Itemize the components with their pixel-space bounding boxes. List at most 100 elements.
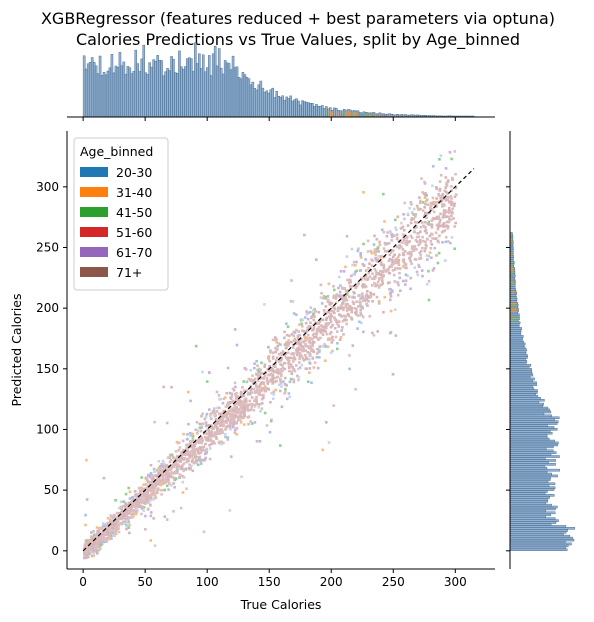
density-cell [342, 314, 346, 318]
density-cell [204, 421, 208, 424]
density-cell [95, 535, 98, 539]
density-cell [234, 415, 238, 419]
density-cell [331, 306, 334, 309]
density-cell [304, 344, 307, 347]
density-cell [327, 315, 331, 318]
density-cell [201, 412, 204, 416]
x-tick-label: 300 [444, 575, 467, 589]
density-cell [211, 435, 214, 438]
density-cell [445, 224, 449, 228]
density-cell [318, 329, 321, 333]
density-cell [110, 534, 114, 538]
marginal-x-histogram [82, 42, 475, 118]
outlier-cell [415, 270, 419, 274]
density-cell [311, 348, 315, 352]
marginal-x-bar [319, 105, 322, 118]
marginal-y-bar [509, 344, 525, 348]
density-cell [304, 321, 308, 325]
density-cell [127, 516, 131, 519]
density-cell [336, 342, 339, 345]
density-cell [198, 458, 201, 462]
density-cell [293, 331, 297, 334]
density-cell [405, 243, 409, 247]
density-cell [138, 500, 142, 504]
density-cell [367, 295, 370, 299]
density-cell [97, 530, 101, 534]
density-cell [255, 399, 258, 402]
density-cell [99, 527, 102, 531]
density-cell [414, 212, 418, 216]
density-cell [109, 527, 112, 531]
density-cell [253, 366, 256, 370]
density-cell [125, 505, 128, 509]
density-cell [424, 225, 427, 229]
density-cell [446, 180, 449, 184]
density-cell [193, 444, 196, 448]
outlier-cell [95, 526, 99, 529]
outlier-cell [291, 300, 295, 303]
density-cell [159, 481, 162, 485]
density-cell [303, 354, 307, 357]
density-cell [442, 223, 445, 226]
density-cell [203, 452, 207, 456]
density-cell [280, 353, 284, 356]
density-cell [127, 520, 131, 524]
marginal-x-bar [114, 65, 118, 118]
density-cell [408, 206, 411, 210]
density-cell [435, 197, 438, 200]
marginal-y-bar [509, 476, 551, 480]
density-cell [242, 423, 246, 426]
density-cell [90, 531, 93, 534]
density-cell [277, 372, 280, 375]
marginal-x-bar-group [410, 115, 413, 117]
density-cell [387, 271, 391, 275]
outlier-cell [187, 422, 190, 426]
density-cell [394, 266, 397, 270]
density-cell [285, 341, 288, 344]
density-cell [133, 503, 137, 507]
density-cell [173, 478, 176, 482]
density-cell [359, 252, 362, 255]
marginal-x-bar [273, 97, 277, 118]
outlier-cell [303, 233, 306, 237]
density-cell [287, 369, 291, 373]
density-cell [348, 278, 352, 282]
density-cell [249, 420, 252, 423]
density-cell [228, 391, 232, 395]
density-cell [173, 470, 177, 474]
marginal-x-bar [219, 67, 223, 118]
marginal-x-bar [136, 63, 139, 118]
density-cell [305, 357, 309, 361]
density-cell [326, 323, 330, 326]
density-cell [306, 380, 310, 383]
density-cell [162, 482, 165, 485]
density-cell [325, 318, 328, 322]
marginal-x-bar [94, 65, 98, 118]
density-cell [295, 340, 298, 343]
outlier-cell [274, 336, 277, 339]
density-cell [320, 302, 324, 305]
density-cell [128, 490, 132, 494]
marginal-y-bar [509, 463, 556, 466]
density-cell [418, 251, 422, 255]
density-cell [412, 213, 415, 216]
density-cell [341, 319, 345, 323]
density-cell [423, 196, 427, 199]
density-cell [351, 300, 355, 304]
marginal-x-bar [307, 102, 310, 118]
density-cell [350, 308, 354, 312]
outlier-cell [209, 447, 212, 450]
density-cell [331, 338, 335, 342]
marginal-y-bar-group [510, 236, 513, 239]
y-tick-label: 150 [36, 362, 59, 376]
density-cell [421, 191, 424, 194]
density-cell [255, 402, 259, 406]
marginal-x-bar-group [331, 111, 334, 117]
marginal-x-bar [257, 84, 261, 118]
density-cell [450, 214, 453, 218]
density-cell [279, 378, 282, 382]
density-cell [171, 456, 175, 459]
marginal-x-bar [106, 70, 110, 118]
density-cell [254, 390, 257, 393]
density-cell [368, 315, 371, 318]
